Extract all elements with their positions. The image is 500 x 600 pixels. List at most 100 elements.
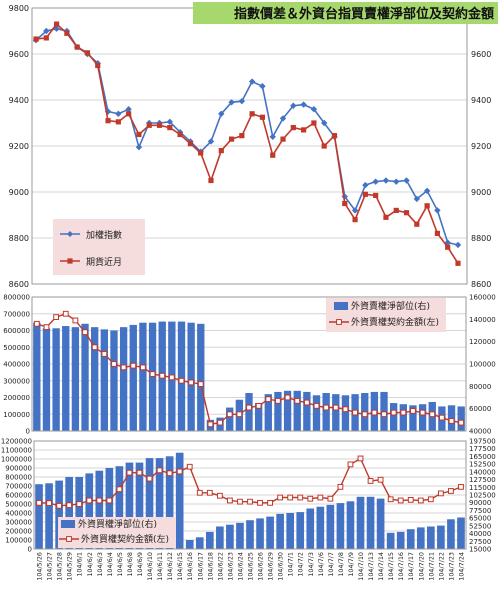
put-contract-value-point [410,408,416,414]
y-tick-label-left: 1100000 [1,447,32,455]
put-net-position-bar [119,327,128,431]
futures-point [115,119,121,125]
call-net-position-bar [65,477,73,549]
y-tick-label-right: 27500 [469,538,491,546]
taiex-point [248,78,256,85]
y-tick-label-left: 600000 [5,492,32,500]
call-net-position-bar [195,537,204,549]
put-contract-value-point [448,418,455,424]
put-net-position-bar [283,390,292,431]
x-tick-date-label: 104/6/24 [236,552,244,581]
call-contract-value-point [166,470,173,477]
call-net-position-bar [35,484,43,549]
y-tick-label-right: 9600 [471,50,491,59]
put-contract-value-point [332,404,339,411]
put-net-position-bar [71,327,80,431]
put-contract-value-point [275,397,281,404]
futures-point [53,21,60,27]
call-contract-value-point [126,469,133,476]
call-net-position-bar [427,526,435,549]
taiex-point [104,108,112,115]
taiex-point [310,106,318,113]
futures-point [95,62,101,69]
legend-swatch-put-net [334,302,348,310]
x-tick-date-label: 104/6/5 [116,552,124,577]
x-tick-date-label: 104/7/16 [397,552,405,581]
taiex-point [454,241,462,249]
call-net-position-bar [226,524,234,549]
put-net-position-bar [264,394,272,431]
futures-point [105,118,111,124]
y-tick-label-left: 100000 [5,537,32,545]
put-net-position-bar [245,393,253,431]
x-tick-date-label: 104/7/15 [387,552,395,581]
x-tick-date-label: 104/6/8 [126,552,134,577]
chart-title-box [193,2,498,24]
call-contract-value-point [357,455,364,462]
taiex-point [43,27,50,35]
futures-point [208,177,214,184]
y-tick-label-right: 60000 [469,405,491,413]
put-net-position-bar [177,321,186,431]
taiex-point [423,187,431,195]
legend-box [58,517,176,548]
call-contract-value-point [327,495,334,502]
futures-point [301,127,307,133]
x-tick-date-label: 104/7/23 [447,552,455,581]
put-position-chart: 0 100000 200000 300000 400000 500000 600000 700… [0,290,500,436]
futures-point [74,44,80,50]
y-tick-label-left: 0 [28,546,32,554]
call-net-position-bar [336,503,345,549]
put-contract-value-point [419,409,426,416]
call-contract-value-point [186,463,193,470]
y-tick-label-right: 127500 [469,476,496,484]
x-tick-date-label: 104/7/13 [367,552,375,581]
call-contract-value-point [407,496,414,503]
call-contract-value-point [196,489,203,496]
y-tick-label-right: 90000 [469,499,491,507]
index-spread-svg: 8600 8600 8800 8800 9000 9000 9200 9200 9400 9400… [0,0,500,287]
futures-point [167,125,173,131]
x-tick-date-label: 104/6/23 [226,552,234,581]
taiex-point [125,106,132,113]
plot-border [33,440,467,550]
taiex-point [238,97,246,105]
taiex-point [115,110,122,117]
put-contract-value-point [91,344,98,351]
legend-label-taiex: 加權指數 [86,229,122,241]
put-contract-value-point [111,361,117,367]
x-tick-date-label: 104/6/18 [206,552,214,581]
taiex-point [382,177,390,184]
put-contract-value-point [352,409,358,416]
y-tick-label-right: 197500 [469,438,496,446]
futures-point [414,221,420,227]
call-net-position-bar [266,516,274,549]
put-contract-value-point [429,411,436,418]
taiex-point [300,101,307,108]
x-tick-date-label: 104/7/10 [357,552,365,581]
legend-marker-put-value [336,319,342,325]
x-tick-date-label: 104/6/17 [196,552,204,581]
y-tick-label-right: 115000 [469,484,496,492]
y-tick-label-right: 100000 [469,361,496,369]
call-contract-value-point [437,490,444,497]
y-tick-label-right: 9200 [471,142,491,151]
call-net-position-bar [75,477,84,549]
y-tick-label-right: 65000 [469,515,491,523]
x-tick-date-label: 104/6/15 [176,552,184,581]
put-net-position-bar [197,323,205,431]
call-net-position-bar [95,470,104,549]
y-tick-label-left: 600000 [3,327,30,335]
x-tick-date-label: 104/7/22 [437,552,445,581]
taiex-point [279,115,287,122]
call-contract-value-point [96,497,103,504]
put-net-position-bar [409,405,417,431]
y-tick-label-left: 9200 [9,142,29,151]
put-net-position-bar [254,403,263,431]
call-contract-value-point [458,483,464,490]
legend-marker-taiex [67,231,73,237]
put-net-position-bar [81,323,89,431]
call-net-position-bar [366,496,375,549]
x-tick-date-label: 104/6/11 [156,552,164,581]
y-tick-label-right: 177500 [469,445,496,453]
